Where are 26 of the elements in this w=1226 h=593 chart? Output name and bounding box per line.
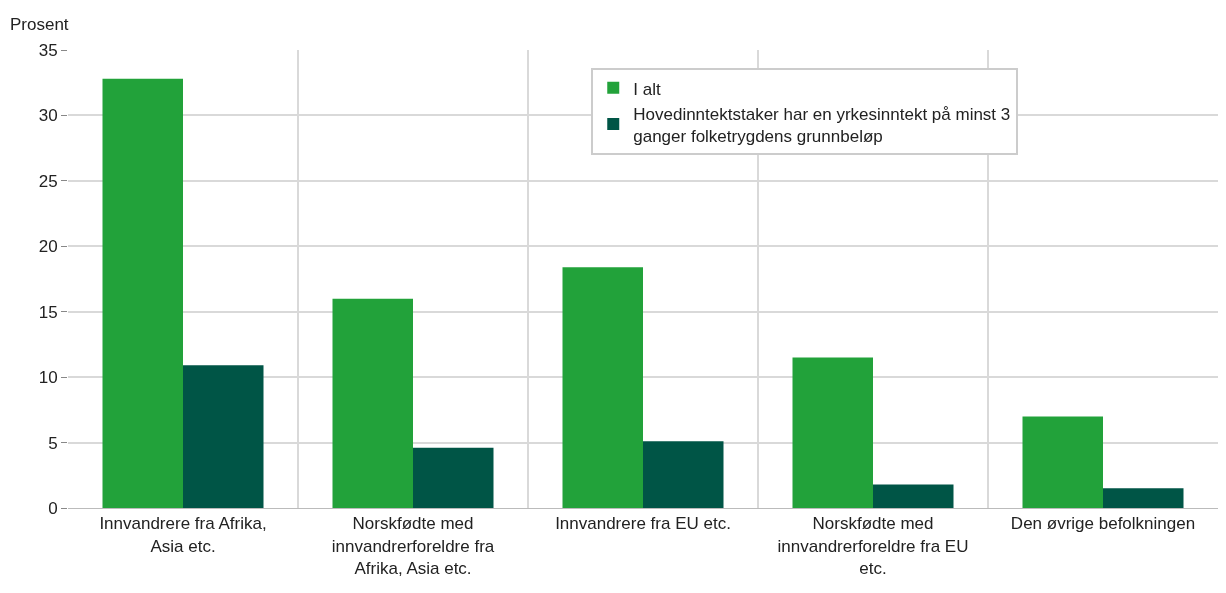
legend-label: Hovedinntektstaker har en yrkesinntekt på minst 3 ganger folketrygdens grunnbeløp — [633, 104, 1011, 146]
x-tick-label: Innvandrere fra Afrika, Asia etc. — [99, 514, 267, 556]
y-axis-title: Prosent — [10, 15, 69, 34]
bar — [183, 365, 264, 508]
legend-label: I alt — [633, 79, 661, 99]
y-tick-label: 30 — [38, 106, 58, 126]
bar — [413, 447, 494, 508]
bar — [1103, 488, 1184, 508]
x-tick-label: Norskfødte med innvandrerforeldre fra EU etc. — [777, 514, 969, 578]
y-tick-label: 0 — [48, 498, 58, 518]
y-tick-label: 10 — [38, 368, 58, 388]
y-tick-label: 15 — [38, 302, 58, 322]
y-tick-label: 5 — [48, 433, 58, 453]
bar — [792, 357, 873, 508]
y-tick-label: 20 — [38, 237, 58, 257]
bar — [1022, 416, 1103, 508]
y-tick-label: 25 — [38, 171, 58, 191]
bar — [102, 78, 183, 508]
y-tick-label: 35 — [38, 40, 58, 60]
bar — [873, 484, 954, 508]
x-tick-label: Innvandrere fra EU etc. — [555, 514, 731, 534]
bar — [332, 298, 413, 508]
x-tick-label: Norskfødte med innvandrerforeldre fra Afrika, Asia etc. — [331, 514, 495, 578]
bar — [562, 267, 643, 508]
x-tick-label: Den øvrige befolkningen — [1010, 514, 1196, 534]
bar — [643, 441, 724, 508]
